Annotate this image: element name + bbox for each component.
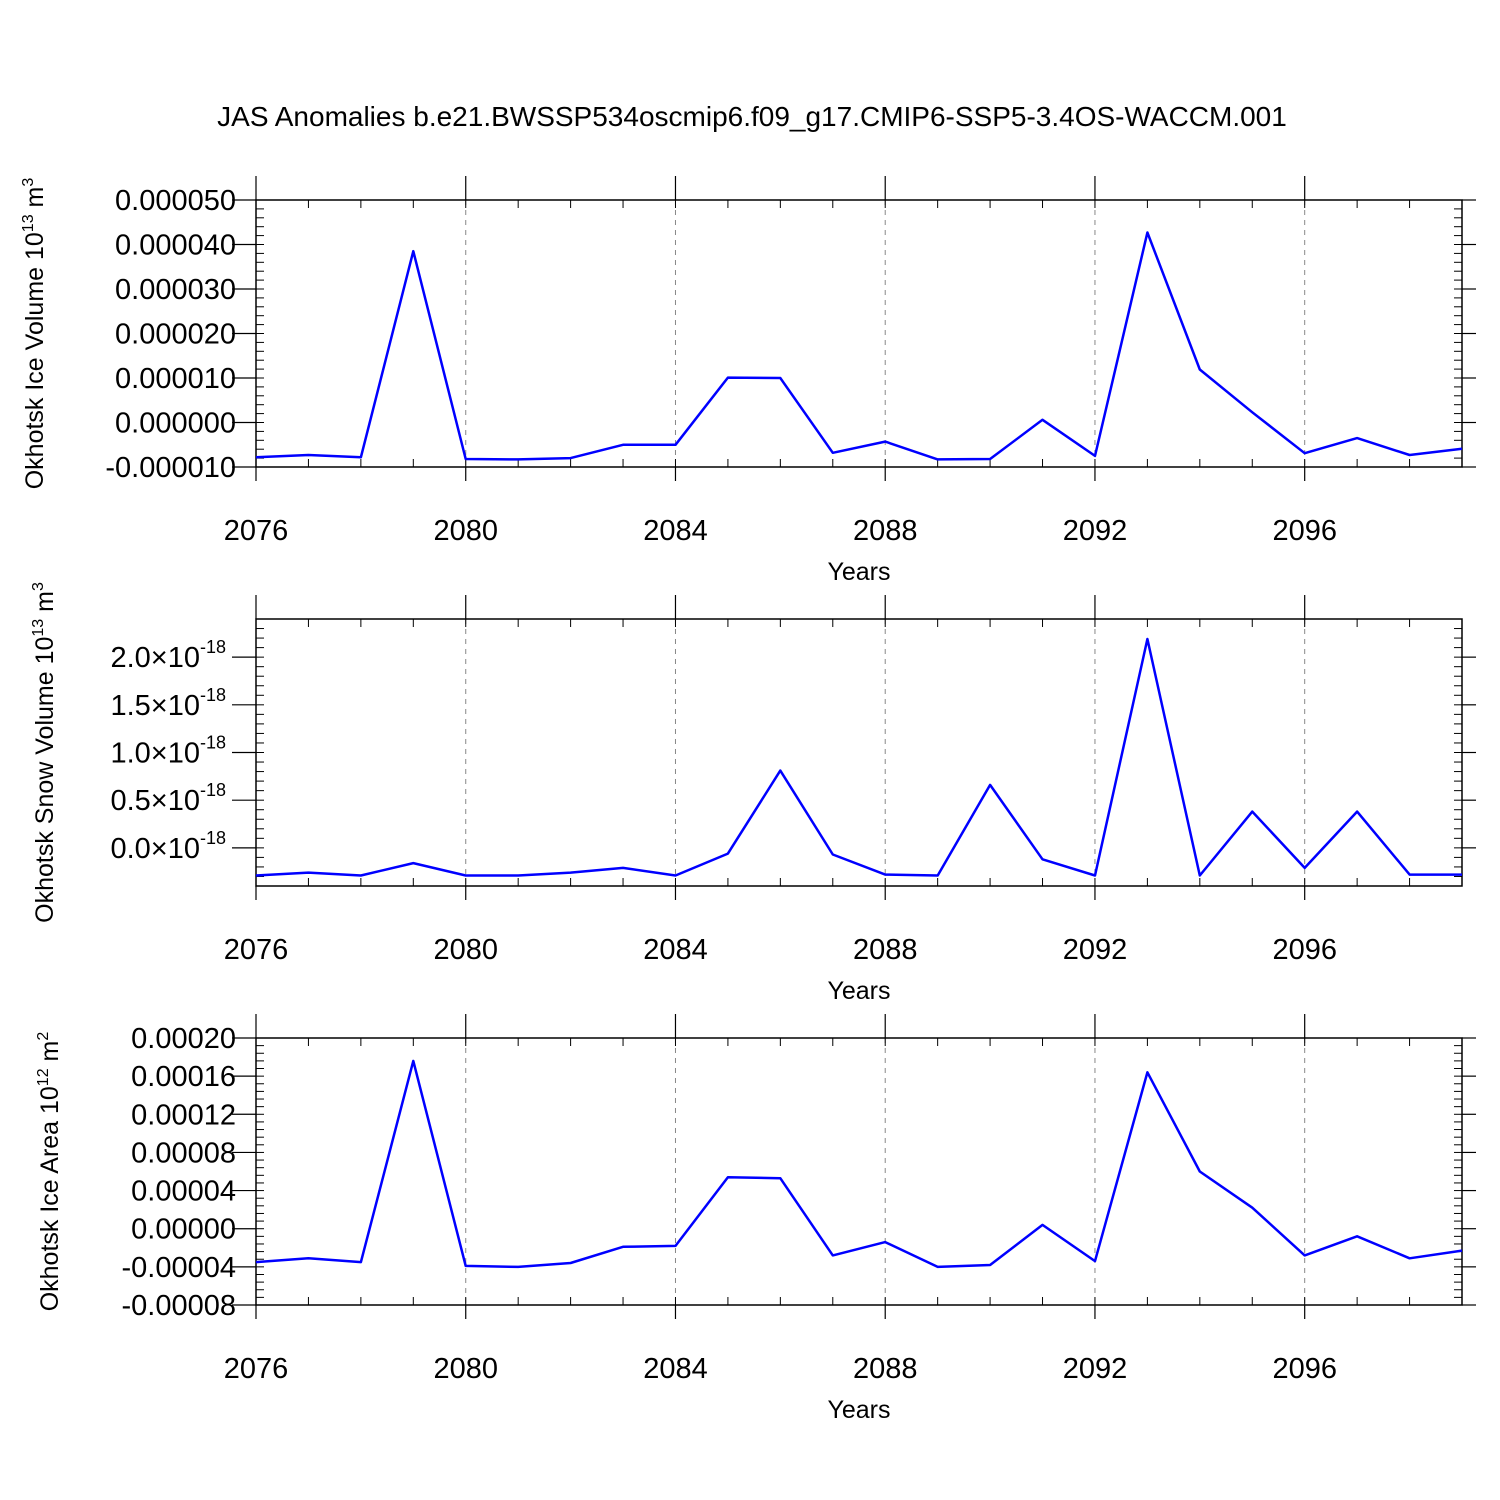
y-tick-exponent: -18: [200, 780, 226, 800]
y-tick-exponent: -18: [200, 685, 226, 705]
x-tick-label: 2076: [224, 934, 289, 966]
plot-frame: [255, 618, 1463, 887]
x-tick-label: 2080: [433, 515, 498, 547]
y-tick-label: 0.000040: [115, 230, 236, 262]
y-tick-label: 1.0×10-18: [110, 733, 226, 770]
y-axis-label-superscript: 13: [20, 214, 37, 232]
x-tick-label: 2080: [433, 934, 498, 966]
y-tick-exponent: -18: [200, 637, 226, 657]
y-tick-label: 0.00008: [131, 1137, 236, 1169]
panels: -0.000010 0.000000 0.000010 0.000020 0.00003…: [20, 176, 1476, 1424]
y-tick-label: -0.00008: [122, 1290, 237, 1322]
x-tick-label: 2092: [1063, 934, 1128, 966]
y-tick-label: 0.000020: [115, 319, 236, 351]
y-tick-label: 0.5×10-18: [110, 780, 226, 817]
x-tick-label: 2080: [433, 1353, 498, 1385]
y-axis-label-text: Okhotsk Snow Volume 10: [31, 637, 59, 923]
y-tick-label: 0.00012: [131, 1099, 236, 1131]
x-tick-label: 2096: [1272, 934, 1337, 966]
y-tick-label: 0.000050: [115, 185, 236, 217]
y-tick-label: 0.0×10-18: [110, 828, 226, 865]
x-tick-label: 2096: [1272, 1353, 1337, 1385]
x-axis-label: Years: [827, 558, 890, 586]
x-tick-label: 2084: [643, 934, 708, 966]
y-axis-label: Okhotsk Ice Volume 1013 m3: [20, 178, 49, 490]
x-tick-label: 2088: [853, 934, 918, 966]
y-tick-label: 0.00004: [131, 1176, 236, 1208]
x-tick-label: 2096: [1272, 515, 1337, 547]
plot-frame: [255, 199, 1463, 468]
x-tick-label: 2088: [853, 515, 918, 547]
series-line: [255, 1059, 1463, 1269]
series-line: [255, 231, 1463, 461]
panel-3: -0.00008 -0.00004 0.00000 0.00004 0.00008 0.0…: [35, 1014, 1476, 1424]
y-tick-exponent: -18: [200, 733, 226, 753]
panel-2: 0.0×10-18 0.5×10-18 1.0×10-18 1.5×10-18 2.0×…: [30, 582, 1476, 1005]
y-tick-label: -0.000010: [105, 452, 236, 484]
plot-frame: [255, 1037, 1463, 1306]
x-tick-label: 2076: [224, 515, 289, 547]
y-tick-label: 0.000000: [115, 408, 236, 440]
y-tick-label: 0.00020: [131, 1023, 236, 1055]
y-axis-label-text: m: [36, 1041, 64, 1069]
x-tick-label: 2076: [224, 1353, 289, 1385]
y-axis-label-superscript: 2: [35, 1032, 52, 1041]
x-tick-label: 2084: [643, 515, 708, 547]
y-axis-label-superscript: 3: [20, 178, 37, 187]
figure-title: JAS Anomalies b.e21.BWSSP534oscmip6.f09_…: [217, 101, 1287, 132]
y-axis-label-text: Okhotsk Ice Volume 10: [21, 232, 49, 489]
y-tick-label: 0.000010: [115, 363, 236, 395]
y-tick-label: -0.00004: [122, 1252, 237, 1284]
y-axis-label-text: m: [21, 187, 49, 215]
x-axis-label: Years: [827, 1396, 890, 1424]
x-tick-label: 2088: [853, 1353, 918, 1385]
x-tick-label: 2092: [1063, 1353, 1128, 1385]
y-tick-label: 2.0×10-18: [110, 637, 226, 674]
y-tick-exponent: -18: [200, 828, 226, 848]
x-tick-label: 2092: [1063, 515, 1128, 547]
x-axis-label: Years: [827, 977, 890, 1005]
panel-1: -0.000010 0.000000 0.000010 0.000020 0.00003…: [20, 176, 1476, 586]
y-tick-label: 0.000030: [115, 274, 236, 306]
series-line: [255, 637, 1462, 877]
y-tick-label: 0.00000: [131, 1214, 236, 1246]
y-axis-label-text: m: [31, 591, 59, 619]
y-axis-label-text: Okhotsk Ice Area 10: [36, 1086, 64, 1311]
y-axis-label-superscript: 13: [30, 619, 47, 637]
y-axis-label: Okhotsk Ice Area 1012 m2: [35, 1032, 64, 1312]
y-axis-label-superscript: 3: [30, 582, 47, 591]
y-tick-label: 0.00016: [131, 1061, 236, 1093]
y-tick-label: 1.5×10-18: [110, 685, 226, 722]
y-axis-label: Okhotsk Snow Volume 1013 m3: [30, 582, 59, 923]
y-axis-label-superscript: 12: [35, 1068, 52, 1086]
x-tick-label: 2084: [643, 1353, 708, 1385]
